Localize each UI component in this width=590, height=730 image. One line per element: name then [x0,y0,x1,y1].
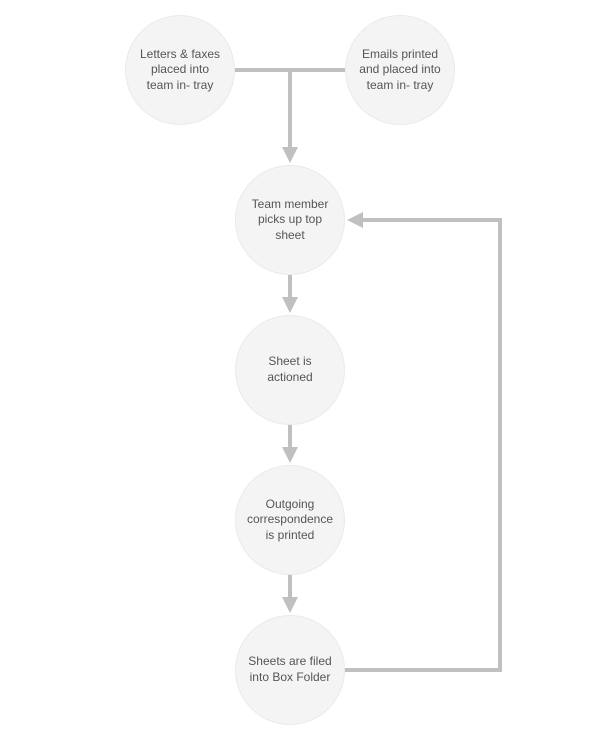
flow-node-emails: Emails printed and placed into team in- … [345,15,455,125]
flow-node-label: Outgoing correspondence is printed [246,497,334,544]
flow-node-label: Team member picks up top sheet [246,197,334,244]
flow-node-outgoing: Outgoing correspondence is printed [235,465,345,575]
flow-node-pickup: Team member picks up top sheet [235,165,345,275]
flow-node-letters: Letters & faxes placed into team in- tra… [125,15,235,125]
flow-node-label: Letters & faxes placed into team in- tra… [136,47,224,94]
flow-node-label: Sheets are filed into Box Folder [246,654,334,685]
flow-node-action: Sheet is actioned [235,315,345,425]
flow-node-label: Emails printed and placed into team in- … [356,47,444,94]
flow-node-label: Sheet is actioned [246,354,334,385]
flow-node-filed: Sheets are filed into Box Folder [235,615,345,725]
flow-edge [345,220,500,670]
